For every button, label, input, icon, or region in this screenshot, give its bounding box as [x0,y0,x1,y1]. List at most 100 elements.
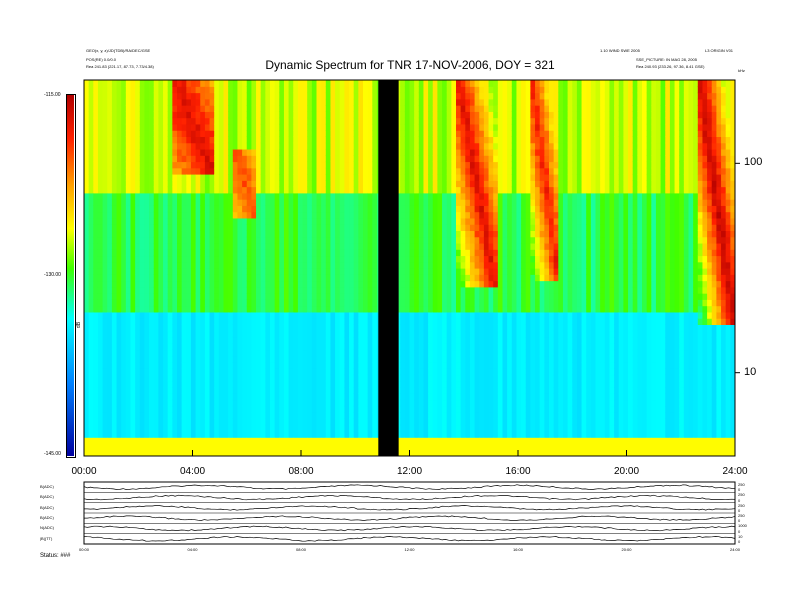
heatmap-cell [274,405,280,413]
heatmap-cell [177,236,183,244]
heatmap-cell [465,437,471,445]
heatmap-cell [163,249,169,257]
heatmap-cell [246,305,252,313]
heatmap-cell [88,330,94,338]
heatmap-cell [302,380,308,388]
heatmap-cell [367,180,373,188]
heatmap-cell [246,355,252,363]
heatmap-cell [302,186,308,194]
heatmap-cell [163,305,169,313]
heatmap-cell [414,111,420,119]
heatmap-cell [177,449,183,456]
heatmap-cell [172,211,178,219]
heatmap-cell [293,242,299,250]
heatmap-cell [223,318,229,325]
heatmap-cell [177,430,183,438]
heatmap-cell [353,349,359,357]
heatmap-cell [418,355,425,363]
heatmap-cell [223,437,229,445]
heatmap-cell [437,98,443,106]
heatmap-cell [437,86,443,94]
heatmap-cell [265,343,271,351]
heatmap-cell [279,355,285,363]
heatmap-cell [167,180,173,188]
header-right-line2: SSE_PICTURE: IN MAG 28, 2005 [636,57,697,62]
heatmap-cell [158,336,164,344]
heatmap-cell [297,217,304,225]
heatmap-cell [116,217,122,225]
heatmap-cell [414,211,420,219]
heatmap-cell [116,324,122,332]
heatmap-cell [228,211,234,219]
heatmap-cell [256,161,262,169]
heatmap-cell [409,412,415,419]
heatmap-cell [125,180,132,188]
heatmap-cell [200,117,206,125]
heatmap-cell [316,268,322,275]
heatmap-cell [93,418,99,426]
heatmap-cell [349,186,355,194]
heatmap-cell [84,123,90,131]
heatmap-cell [190,449,197,456]
heatmap-cell [446,180,452,188]
heatmap-cell [451,274,457,282]
heatmap-cell [418,318,425,325]
heatmap-cell [325,130,332,137]
heatmap-cell [363,305,369,313]
heatmap-cell [102,330,108,338]
heatmap-cell [311,224,318,231]
heatmap-cell [251,123,257,131]
heatmap-cell [288,336,294,344]
heatmap-cell [139,155,146,163]
heatmap-cell [446,199,452,206]
heatmap-cell [446,205,452,213]
heatmap-cell [409,242,415,250]
heatmap-cell [256,180,262,188]
heatmap-cell [465,318,471,325]
heatmap-cell [297,412,304,419]
heatmap-cell [321,324,327,332]
heatmap-cell [223,123,229,131]
heatmap-cell [214,98,220,106]
heatmap-cell [153,217,159,225]
heatmap-cell [311,430,318,438]
heatmap-cell [423,261,429,269]
heatmap-cell [111,142,118,150]
heatmap-cell [139,274,146,282]
heatmap-cell [186,311,192,319]
heatmap-cell [428,330,434,338]
heatmap-cell [423,324,429,332]
heatmap-cell [242,393,248,401]
heatmap-cell [404,405,411,413]
heatmap-cell [218,255,225,263]
heatmap-cell [158,98,164,106]
heatmap-cell [125,186,132,194]
heatmap-cell [139,349,146,357]
heatmap-cell [288,261,294,269]
heatmap-cell [181,280,187,288]
heatmap-cell [270,330,276,338]
heatmap-cell [223,130,229,137]
heatmap-cell [195,336,201,344]
heatmap-cell [302,305,308,313]
heatmap-cell [186,255,192,263]
heatmap-cell [414,180,420,188]
heatmap-cell [358,299,364,307]
heatmap-cell [135,205,141,213]
heatmap-cell [451,424,457,432]
heatmap-cell [316,199,322,206]
heatmap-cell [451,192,457,200]
heatmap-cell [102,405,108,413]
heatmap-cell [414,418,420,426]
heatmap-cell [237,105,243,112]
heatmap-cell [330,192,336,200]
heatmap-cell [190,80,197,87]
heatmap-cell [204,418,211,426]
heatmap-cell [149,261,155,269]
heatmap-cell [167,186,173,194]
heatmap-cell [307,105,313,112]
heatmap-cell [330,105,336,112]
heatmap-cell [363,80,369,87]
heatmap-cell [195,249,201,257]
heatmap-cell [195,368,201,376]
